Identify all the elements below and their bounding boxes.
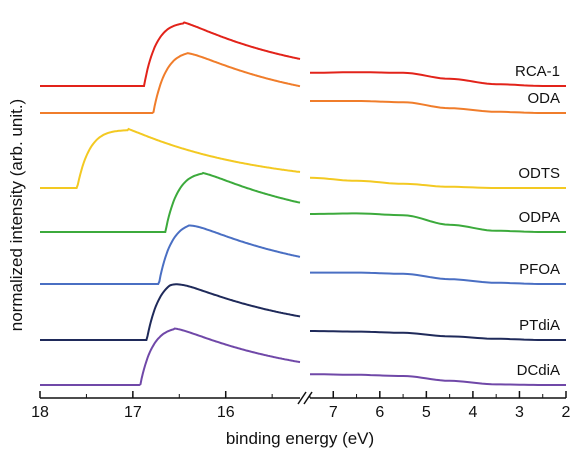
trace-dcdia-cutoff [40,327,301,386]
x-tick-label: 18 [31,404,49,421]
x-axis-title: binding energy (eV) [226,429,374,448]
x-tick-label: 2 [562,404,571,421]
trace-ptdia-valence [310,330,566,341]
axis-break-mark [297,391,307,405]
series-label-pfoa: PFOA [519,261,560,278]
trace-pfoa-cutoff [40,224,301,285]
x-tick-label: 6 [375,404,384,421]
series-label-rca-1: RCA-1 [515,63,560,80]
x-tick-label: 16 [217,404,235,421]
trace-rca-1-valence [310,71,566,87]
trace-dcdia-valence [310,373,566,386]
series-label-oda: ODA [527,90,560,107]
trace-odpa-valence [310,212,566,233]
x-tick-label: 7 [329,404,338,421]
x-tick-label: 3 [515,404,524,421]
x-axis: 18 17 16 7 6 5 4 3 2 [31,391,571,421]
trace-odpa-cutoff [40,171,301,233]
x-tick-label: 4 [468,404,477,421]
trace-ptdia-cutoff [40,283,301,341]
trace-oda-valence [310,100,566,114]
series-label-ptdia: PTdiA [519,317,560,334]
x-tick-label: 5 [422,404,431,421]
trace-rca-1-cutoff [40,21,301,87]
series-label-odpa: ODPA [519,209,560,226]
axis-break-mark [303,391,313,405]
series-label-odts: ODTS [518,165,560,182]
spectra-traces [40,21,566,386]
trace-odts-cutoff [40,127,301,189]
series-labels: RCA-1 ODA ODTS ODPA PFOA PTdiA DCdiA [515,63,560,379]
trace-oda-cutoff [40,52,301,114]
trace-odts-valence [309,176,566,189]
trace-pfoa-valence [310,271,566,285]
y-axis-title: normalized intensity (arb. unit.) [7,99,26,331]
series-label-dcdia: DCdiA [517,362,560,379]
x-tick-label: 17 [124,404,142,421]
